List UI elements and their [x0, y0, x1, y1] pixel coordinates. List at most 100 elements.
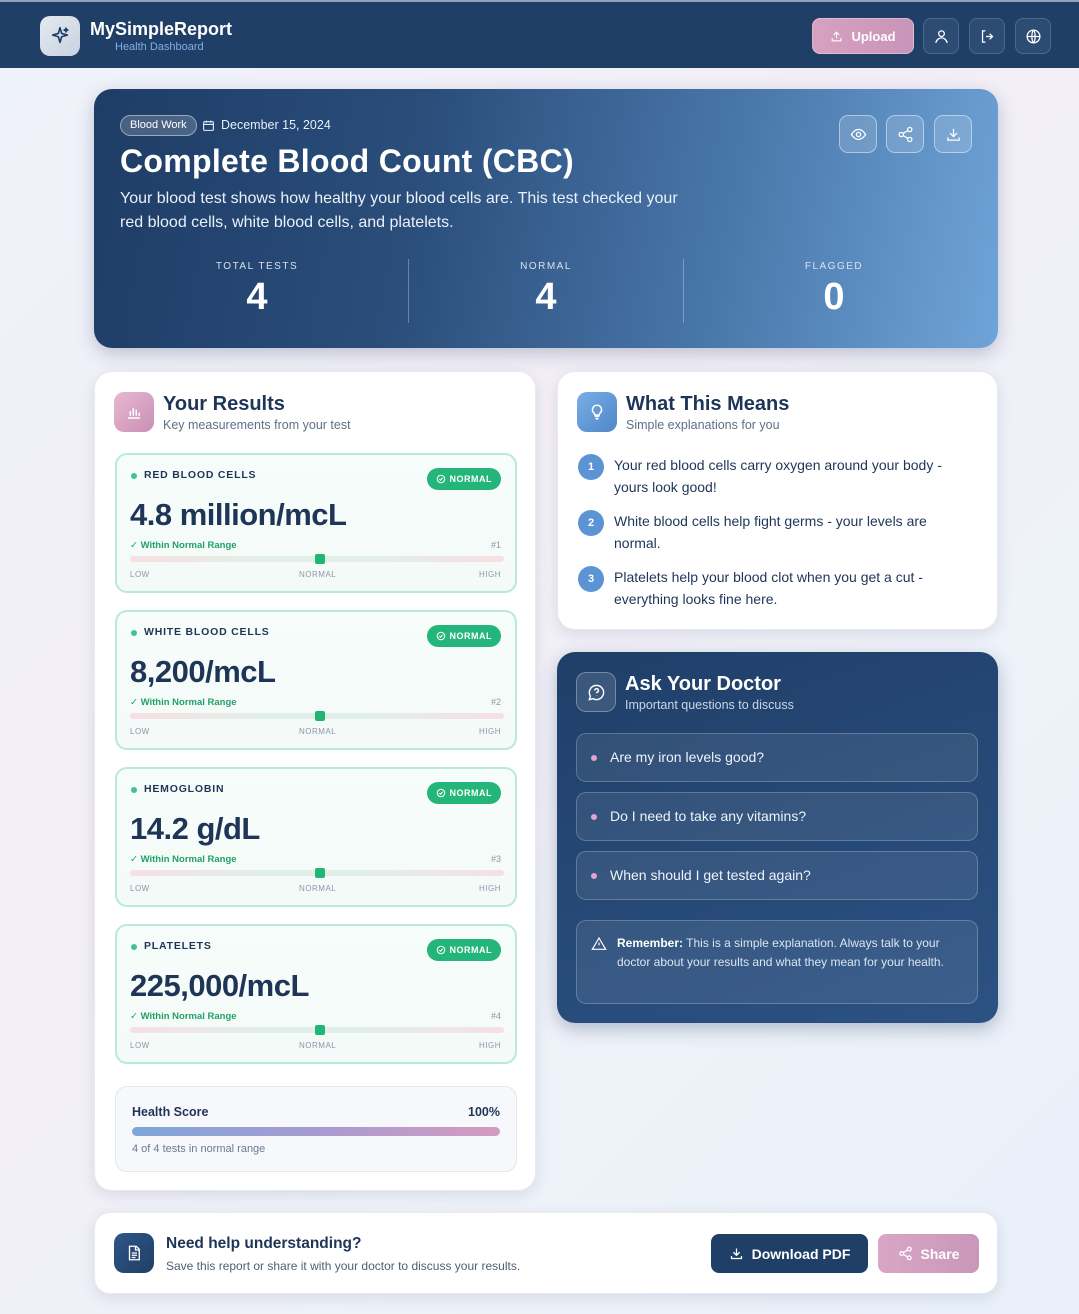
help-bar: Need help understanding? Save this repor…	[94, 1212, 998, 1294]
stat-label: NORMAL	[520, 261, 572, 272]
report-date-text: December 15, 2024	[221, 118, 331, 132]
bullet-dot	[591, 755, 597, 761]
category-tag: Blood Work	[120, 115, 197, 136]
app-subtitle: Health Dashboard	[115, 41, 204, 53]
chat-question-icon	[576, 672, 616, 712]
result-index: #1	[490, 540, 501, 550]
range-status: ✓ Within Normal Range	[130, 854, 237, 865]
stat-divider	[683, 259, 684, 323]
report-hero: Blood Work December 15, 2024 Complete Bl…	[94, 89, 998, 348]
report-date: December 15, 2024	[202, 118, 331, 132]
explanation-number: 2	[578, 510, 604, 536]
upload-icon	[832, 30, 842, 41]
range-bar	[130, 1025, 504, 1035]
result-name: RED BLOOD CELLS	[144, 469, 257, 481]
lightbulb-icon	[577, 392, 617, 432]
download-report-button[interactable]	[934, 115, 972, 153]
warning-icon	[591, 936, 607, 950]
explanation-number: 1	[578, 454, 604, 480]
question-item[interactable]: Do I need to take any vitamins?	[576, 792, 978, 841]
range-low-label: LOW	[130, 570, 150, 579]
range-bar	[130, 554, 504, 564]
range-low-label: LOW	[130, 1041, 150, 1050]
document-icon	[114, 1233, 154, 1273]
results-subtitle: Key measurements from your test	[163, 418, 351, 432]
result-name: PLATELETS	[144, 940, 212, 952]
question-text: When should I get tested again?	[610, 867, 811, 883]
status-badge-label: NORMAL	[449, 631, 492, 641]
result-card-platelets[interactable]: PLATELETS NORMAL 225,000/mcL ✓ Within No…	[115, 924, 517, 1064]
stat-total-tests: TOTAL TESTS 4	[157, 261, 357, 319]
question-item[interactable]: When should I get tested again?	[576, 851, 978, 900]
what-this-means-card: What This Means Simple explanations for …	[557, 371, 998, 630]
result-index: #3	[490, 854, 501, 864]
stat-value: 4	[246, 276, 268, 318]
stat-value: 0	[823, 276, 845, 318]
check-circle-icon	[436, 788, 445, 798]
stat-label: TOTAL TESTS	[215, 261, 299, 272]
calendar-icon	[203, 120, 214, 131]
range-status: ✓ Within Normal Range	[130, 540, 237, 551]
remember-note: Remember: This is a simple explanation. …	[576, 920, 978, 1004]
check-circle-icon	[436, 631, 445, 641]
range-low-label: LOW	[130, 884, 150, 893]
health-score-note: 4 of 4 tests in normal range	[132, 1143, 266, 1155]
doctor-subtitle: Important questions to discuss	[625, 698, 794, 712]
view-button[interactable]	[839, 115, 877, 153]
share-label: Share	[920, 1245, 960, 1262]
health-score-value: 100%	[468, 1105, 500, 1119]
share-icon	[898, 1246, 912, 1261]
stat-value: 4	[535, 276, 557, 318]
status-dot	[131, 787, 137, 793]
status-dot	[131, 944, 137, 950]
explanation-text: Platelets help your blood clot when you …	[614, 569, 923, 607]
range-status: ✓ Within Normal Range	[130, 1011, 237, 1022]
result-card-white-blood-cells[interactable]: WHITE BLOOD CELLS NORMAL 8,200/mcL ✓ Wit…	[115, 610, 517, 750]
stat-flagged: FLAGGED 0	[734, 261, 934, 319]
status-badge-label: NORMAL	[449, 474, 492, 484]
upload-button[interactable]: Upload	[812, 18, 914, 54]
result-card-hemoglobin[interactable]: HEMOGLOBIN NORMAL 14.2 g/dL ✓ Within Nor…	[115, 767, 517, 907]
health-score-panel: Health Score 100% 4 of 4 tests in normal…	[115, 1086, 517, 1172]
status-badge-label: NORMAL	[449, 945, 492, 955]
globe-icon[interactable]	[1015, 18, 1051, 54]
explanation-text: Your red blood cells carry oxygen around…	[614, 457, 942, 495]
status-badge: NORMAL	[426, 939, 501, 961]
range-marker	[315, 868, 325, 878]
range-high-label: HIGH	[479, 570, 501, 579]
user-icon[interactable]	[923, 18, 959, 54]
question-item[interactable]: Are my iron levels good?	[576, 733, 978, 782]
results-card: Your Results Key measurements from your …	[94, 371, 536, 1191]
sparkle-logo-icon[interactable]	[40, 16, 80, 56]
share-report-button[interactable]	[886, 115, 924, 153]
logout-icon[interactable]	[969, 18, 1005, 54]
stat-label: FLAGGED	[804, 261, 864, 272]
range-high-label: HIGH	[479, 1041, 501, 1050]
result-card-red-blood-cells[interactable]: RED BLOOD CELLS NORMAL 4.8 million/mcL ✓…	[115, 453, 517, 593]
range-high-label: HIGH	[479, 884, 501, 893]
range-normal-label: NORMAL	[299, 1041, 337, 1050]
question-text: Do I need to take any vitamins?	[610, 808, 807, 824]
share-button[interactable]: Share	[878, 1234, 979, 1273]
doctor-title: Ask Your Doctor	[625, 673, 781, 695]
download-icon	[730, 1248, 742, 1260]
share-icon	[897, 126, 913, 142]
download-pdf-button[interactable]: Download PDF	[711, 1234, 868, 1273]
check-circle-icon	[436, 945, 445, 955]
health-score-bar	[132, 1127, 500, 1136]
range-bar	[130, 868, 504, 878]
status-badge: NORMAL	[426, 468, 501, 490]
status-badge: NORMAL	[426, 782, 501, 804]
help-title: Need help understanding?	[166, 1235, 362, 1252]
remember-label: Remember:	[617, 936, 684, 950]
range-high-label: HIGH	[479, 727, 501, 736]
check-circle-icon	[436, 474, 445, 484]
means-subtitle: Simple explanations for you	[626, 418, 780, 432]
explanation-number: 3	[578, 566, 604, 592]
result-name: WHITE BLOOD CELLS	[144, 626, 270, 638]
eye-icon	[850, 128, 866, 140]
ask-doctor-card: Ask Your Doctor Important questions to d…	[557, 652, 998, 1023]
result-value: 225,000/mcL	[130, 968, 309, 1003]
range-low-label: LOW	[130, 727, 150, 736]
range-normal-label: NORMAL	[299, 570, 337, 579]
